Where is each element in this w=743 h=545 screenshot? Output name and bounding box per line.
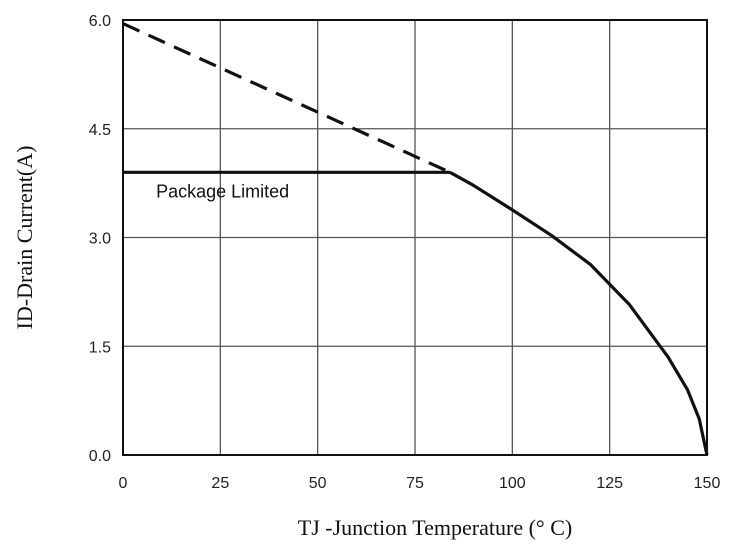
series-group bbox=[122, 22, 709, 456]
plot-frame bbox=[122, 19, 708, 456]
y-axis-title: ID-Drain Current(A) bbox=[12, 146, 37, 330]
x-tick-label: 150 bbox=[694, 475, 721, 492]
x-tick-labels: 0 25 50 75 100 125 150 bbox=[119, 475, 721, 492]
x-tick-label: 100 bbox=[499, 475, 526, 492]
annotations: Package Limited bbox=[156, 182, 289, 202]
x-tick-label: 0 bbox=[119, 475, 128, 492]
annotation-package-limited: Package Limited bbox=[156, 182, 289, 202]
y-tick-label: 1.5 bbox=[89, 339, 111, 356]
y-tick-label: 0.0 bbox=[89, 448, 111, 465]
x-tick-label: 75 bbox=[406, 475, 424, 492]
series-line-0 bbox=[122, 22, 451, 174]
y-tick-labels: 0.0 1.5 3.0 4.5 6.0 bbox=[89, 13, 111, 465]
grid-lines bbox=[122, 19, 708, 456]
y-tick-label: 3.0 bbox=[89, 231, 111, 248]
y-tick-label: 6.0 bbox=[89, 13, 111, 30]
x-tick-label: 50 bbox=[309, 475, 327, 492]
x-tick-label: 25 bbox=[211, 475, 229, 492]
series-line-2 bbox=[449, 170, 709, 456]
x-axis-title: TJ -Junction Temperature (° C) bbox=[298, 515, 572, 540]
y-tick-label: 4.5 bbox=[89, 122, 111, 139]
x-tick-label: 125 bbox=[596, 475, 623, 492]
